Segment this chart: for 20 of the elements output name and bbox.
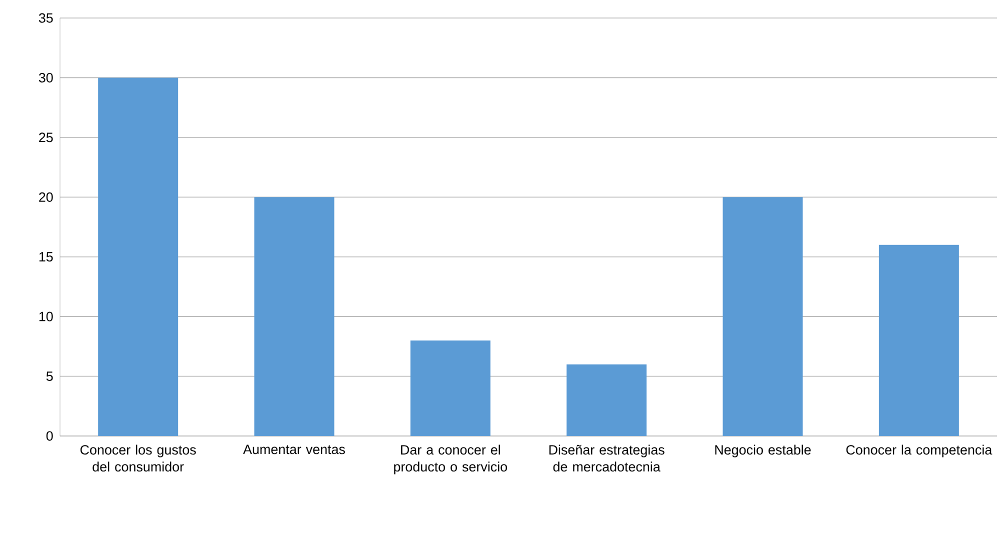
y-tick-label: 20 — [39, 192, 53, 202]
y-tick-label: 5 — [46, 372, 53, 381]
bar — [722, 197, 803, 436]
bar — [878, 244, 959, 436]
x-tick-label: Negocio estable — [715, 444, 811, 458]
x-tick-label: Conocer la competencia — [846, 444, 992, 458]
x-tick-label: Conocer los gustos del consumidor — [80, 444, 196, 472]
x-tick-label: Aumentar ventas — [243, 444, 345, 454]
x-tick-label: Dar a conocer el producto o servicio — [394, 444, 508, 474]
y-tick-label: 10 — [39, 312, 53, 322]
bar — [98, 78, 178, 436]
bar — [566, 364, 647, 436]
bar — [410, 340, 490, 436]
y-tick-label: 0 — [46, 431, 53, 441]
x-tick-label: Diseñar estrategias de mercadotecnia — [549, 444, 664, 472]
bar — [254, 197, 334, 436]
y-tick-label: 15 — [39, 252, 53, 262]
y-tick-label: 30 — [38, 72, 53, 82]
y-tick-label: 25 — [39, 132, 53, 142]
y-tick-label: 35 — [38, 13, 53, 23]
